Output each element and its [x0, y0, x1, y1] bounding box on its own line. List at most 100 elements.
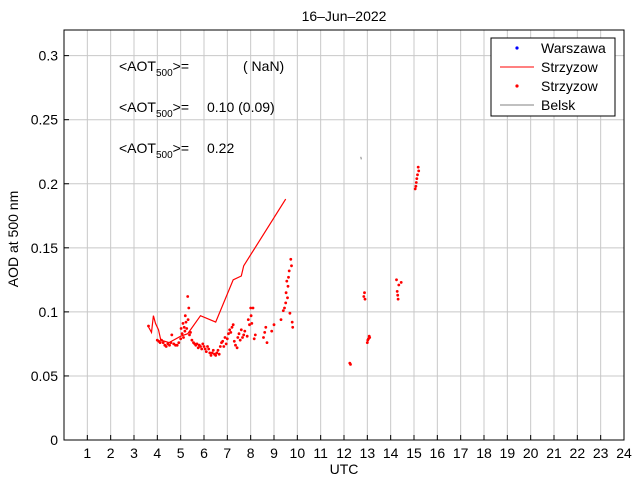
data-point-strzyzow [195, 342, 199, 346]
data-point-strzyzow [201, 342, 205, 346]
data-point-strzyzow [175, 343, 179, 347]
data-point-strzyzow [218, 345, 222, 348]
data-point-strzyzow [250, 322, 254, 325]
data-point-strzyzow [399, 281, 403, 284]
data-point-strzyzow [283, 306, 286, 310]
data-point-strzyzow [249, 306, 253, 310]
data-point-strzyzow [263, 331, 267, 334]
data-point-strzyzow [279, 318, 283, 321]
x-tick-label: 6 [200, 445, 208, 461]
x-tick-label: 23 [593, 445, 609, 461]
data-point-strzyzow [177, 341, 181, 344]
data-point-strzyzow [221, 339, 225, 343]
x-tick-label: 10 [290, 445, 306, 461]
data-point-strzyzow [290, 320, 294, 324]
data-point-strzyzow [286, 284, 290, 288]
data-point-strzyzow [229, 331, 233, 334]
y-tick-label: 0.05 [31, 368, 58, 384]
legend-box [490, 37, 616, 117]
data-point-strzyzow [397, 283, 401, 287]
y-axis-label: AOD at 500 nm [5, 191, 21, 288]
data-point-strzyzow [183, 329, 187, 333]
data-point-strzyzow [169, 341, 173, 344]
data-point-strzyzow [395, 278, 398, 282]
x-tick-label: 17 [453, 445, 469, 461]
x-tick-label: 7 [223, 445, 231, 461]
y-tick-label: 0.3 [39, 48, 59, 64]
data-point-strzyzow [248, 323, 251, 327]
data-point-strzyzow [179, 337, 183, 341]
annotations: <AOT500>=( NaN)<AOT500>= 0.10 (0.09)<AOT5… [119, 58, 284, 161]
data-point-strzyzow [211, 348, 215, 352]
data-point-strzyzow [196, 346, 200, 350]
legend-dot-marker [515, 84, 519, 88]
series-line-belsk [360, 156, 362, 160]
data-point-strzyzow [182, 336, 185, 339]
data-point-strzyzow [287, 275, 290, 279]
data-point-strzyzow [188, 333, 191, 337]
data-point-strzyzow [202, 345, 206, 348]
data-point-strzyzow [291, 325, 295, 329]
data-point-strzyzow [207, 347, 211, 351]
x-tick-label: 14 [383, 445, 399, 461]
data-point-strzyzow [230, 325, 234, 329]
data-point-strzyzow [239, 328, 243, 332]
annotation-prefix: <AOT [119, 99, 156, 115]
data-point-strzyzow [232, 339, 236, 343]
data-point-strzyzow [237, 332, 241, 336]
data-point-strzyzow [272, 323, 276, 327]
y-tick-label: 0.2 [39, 176, 59, 192]
data-point-strzyzow [224, 342, 228, 346]
aot-annotation: <AOT500>= ( NaN) [119, 58, 284, 79]
legend-label: Warszawa [541, 40, 606, 56]
annotation-subscript: 500 [156, 150, 173, 161]
data-point-strzyzow [181, 322, 185, 325]
data-point-strzyzow [185, 327, 189, 330]
data-point-strzyzow [265, 341, 269, 344]
data-point-strzyzow [217, 352, 221, 356]
data-point-strzyzow [285, 279, 289, 283]
data-point-strzyzow [199, 345, 202, 348]
data-point-strzyzow [395, 290, 399, 293]
x-tick-label: 20 [523, 445, 539, 461]
data-point-strzyzow [241, 336, 244, 339]
data-point-strzyzow [227, 332, 230, 336]
data-point-strzyzow [287, 269, 291, 273]
data-point-strzyzow [182, 325, 186, 329]
data-point-strzyzow [179, 327, 183, 330]
annotation-subscript: 500 [156, 109, 173, 120]
data-point-strzyzow [243, 329, 247, 333]
data-point-strzyzow [214, 354, 218, 357]
x-tick-label: 16 [430, 445, 446, 461]
x-tick-label: 19 [500, 445, 516, 461]
data-point-strzyzow [204, 350, 208, 353]
data-point-strzyzow [236, 336, 240, 339]
data-point-strzyzow [189, 331, 192, 334]
data-point-strzyzow [161, 341, 165, 344]
data-point-strzyzow [251, 306, 255, 310]
y-tick-label: 0 [50, 432, 58, 448]
data-point-strzyzow [210, 351, 214, 355]
data-point-strzyzow [187, 306, 191, 310]
data-point-strzyzow [238, 338, 242, 342]
x-tick-label: 1 [83, 445, 91, 461]
data-point-strzyzow [206, 345, 209, 348]
x-tick-label: 24 [616, 445, 632, 461]
y-tick-label: 0.25 [31, 112, 58, 128]
x-tick-label: 5 [177, 445, 185, 461]
data-point-strzyzow [234, 343, 237, 347]
data-point-strzyzow [286, 296, 289, 300]
data-point-strzyzow [160, 338, 163, 342]
data-point-strzyzow [368, 336, 372, 339]
x-tick-label: 21 [546, 445, 562, 461]
data-point-strzyzow [252, 337, 256, 341]
annotation-suffix: >= [173, 58, 189, 74]
aot-annotation: <AOT500>= 0.10 (0.09) [119, 99, 275, 120]
data-point-strzyzow [416, 173, 419, 177]
series-line-strzyzow [147, 198, 287, 344]
chart-title: 16–Jun–2022 [302, 8, 387, 24]
legend-label: Strzyzow [541, 59, 599, 75]
data-point-strzyzow [215, 351, 219, 355]
data-point-strzyzow [222, 345, 226, 348]
x-axis-label: UTC [330, 461, 359, 477]
